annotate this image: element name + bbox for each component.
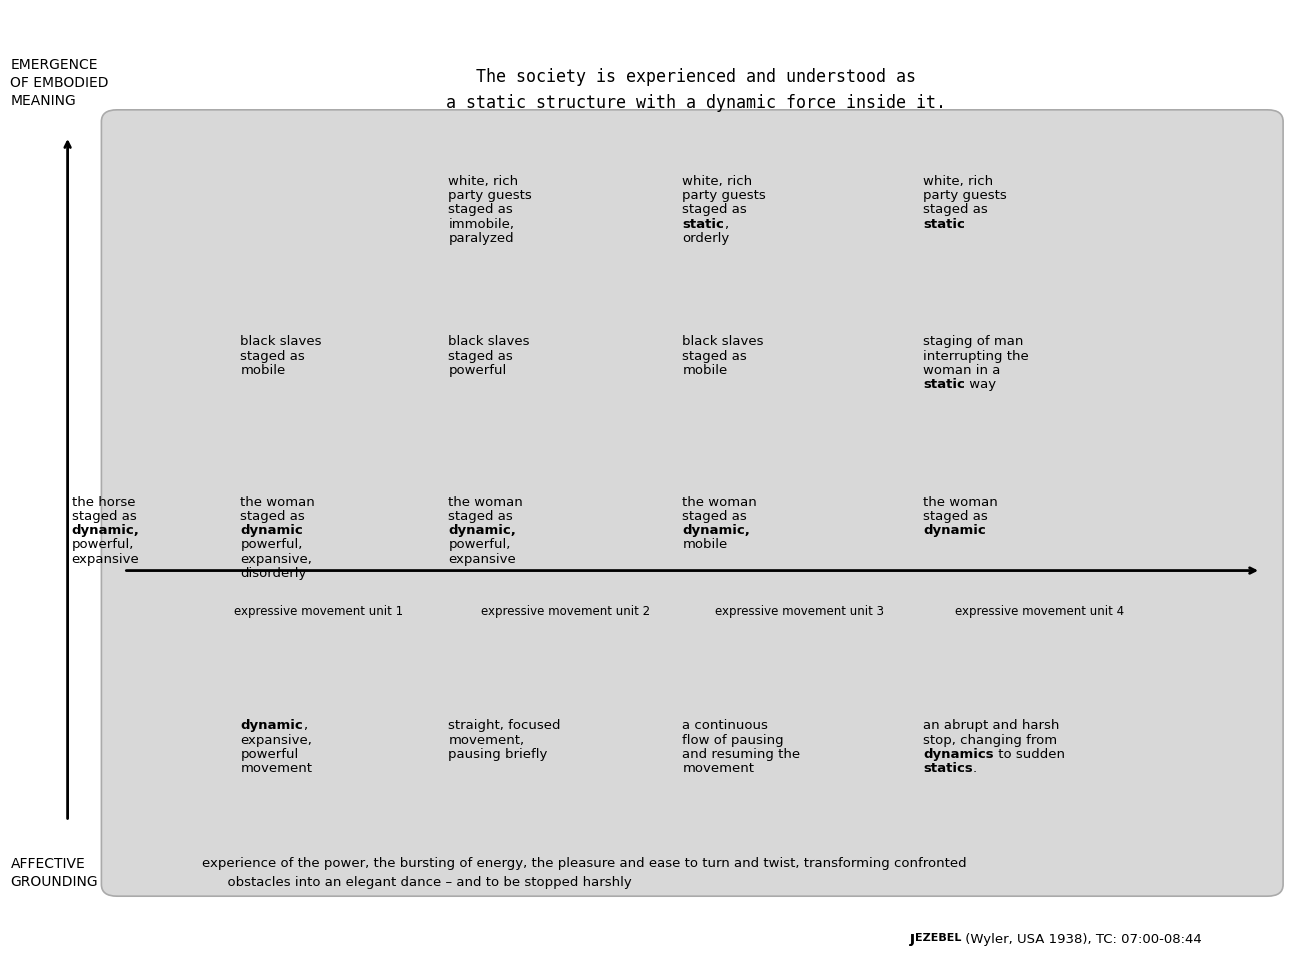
Text: straight, focused: straight, focused xyxy=(448,719,562,732)
Text: powerful,: powerful, xyxy=(72,538,134,551)
Text: dynamic,: dynamic, xyxy=(72,524,139,538)
Text: dynamic,: dynamic, xyxy=(682,524,750,538)
Text: movement: movement xyxy=(240,762,312,775)
Text: flow of pausing: flow of pausing xyxy=(682,734,784,746)
Text: the woman: the woman xyxy=(240,496,315,508)
Text: immobile,: immobile, xyxy=(448,218,515,230)
Text: staged as: staged as xyxy=(240,510,306,523)
Text: staged as: staged as xyxy=(923,510,988,523)
Text: powerful,: powerful, xyxy=(240,538,303,551)
Text: staged as: staged as xyxy=(72,510,136,523)
Text: experience of the power, the bursting of energy, the pleasure and ease to turn a: experience of the power, the bursting of… xyxy=(202,857,966,888)
Text: dynamics: dynamics xyxy=(923,747,993,761)
Text: expressive movement unit 3: expressive movement unit 3 xyxy=(715,605,884,617)
Text: AFFECTIVE
GROUNDING: AFFECTIVE GROUNDING xyxy=(10,857,98,889)
Text: dynamic: dynamic xyxy=(240,524,303,538)
Text: paralyzed: paralyzed xyxy=(448,232,514,245)
Text: staged as: staged as xyxy=(240,350,306,363)
Text: powerful: powerful xyxy=(448,364,507,377)
Text: party guests: party guests xyxy=(448,190,532,202)
Text: interrupting the: interrupting the xyxy=(923,350,1028,363)
Text: white, rich: white, rich xyxy=(682,175,753,188)
Text: to sudden: to sudden xyxy=(993,747,1065,761)
Text: the woman: the woman xyxy=(923,496,998,508)
Text: black slaves: black slaves xyxy=(682,335,764,348)
Text: J: J xyxy=(910,933,915,946)
Text: pausing briefly: pausing briefly xyxy=(448,747,547,761)
Text: expansive: expansive xyxy=(448,553,516,566)
Text: mobile: mobile xyxy=(682,364,728,377)
Text: mobile: mobile xyxy=(682,538,728,551)
Text: EMERGENCE
OF EMBODIED
MEANING: EMERGENCE OF EMBODIED MEANING xyxy=(10,58,109,108)
Text: black slaves: black slaves xyxy=(448,335,530,348)
Text: a continuous: a continuous xyxy=(682,719,768,732)
FancyBboxPatch shape xyxy=(101,110,1283,896)
Text: statics: statics xyxy=(923,762,972,775)
Text: staged as: staged as xyxy=(448,350,514,363)
Text: party guests: party guests xyxy=(923,190,1006,202)
Text: staged as: staged as xyxy=(448,510,514,523)
Text: ,: , xyxy=(303,719,307,732)
Text: woman in a: woman in a xyxy=(923,364,1001,377)
Text: dynamic,: dynamic, xyxy=(448,524,516,538)
Text: movement,: movement, xyxy=(448,734,525,746)
Text: expressive movement unit 1: expressive movement unit 1 xyxy=(234,605,403,617)
Text: static: static xyxy=(923,218,965,230)
Text: the woman: the woman xyxy=(448,496,523,508)
Text: the woman: the woman xyxy=(682,496,757,508)
Text: staged as: staged as xyxy=(682,203,747,217)
Text: .: . xyxy=(972,762,976,775)
Text: and resuming the: and resuming the xyxy=(682,747,801,761)
Text: static: static xyxy=(682,218,724,230)
Text: an abrupt and harsh: an abrupt and harsh xyxy=(923,719,1060,732)
Text: disorderly: disorderly xyxy=(240,567,307,580)
Text: powerful: powerful xyxy=(240,747,299,761)
Text: expressive movement unit 4: expressive movement unit 4 xyxy=(956,605,1124,617)
Text: staged as: staged as xyxy=(682,510,747,523)
Text: (Wyler, USA 1938), TC: 07:00-08:44: (Wyler, USA 1938), TC: 07:00-08:44 xyxy=(961,933,1202,946)
Text: black slaves: black slaves xyxy=(240,335,322,348)
Text: staged as: staged as xyxy=(682,350,747,363)
Text: expansive: expansive xyxy=(72,553,139,566)
Text: white, rich: white, rich xyxy=(448,175,519,188)
Text: staging of man: staging of man xyxy=(923,335,1023,348)
Text: expansive,: expansive, xyxy=(240,553,312,566)
Text: movement: movement xyxy=(682,762,754,775)
Text: staged as: staged as xyxy=(923,203,988,217)
Text: the horse: the horse xyxy=(72,496,135,508)
Text: orderly: orderly xyxy=(682,232,729,245)
Text: EZEBEL: EZEBEL xyxy=(915,933,961,943)
Text: dynamic: dynamic xyxy=(240,719,303,732)
Text: powerful,: powerful, xyxy=(448,538,511,551)
Text: ,: , xyxy=(724,218,728,230)
Text: stop, changing from: stop, changing from xyxy=(923,734,1057,746)
Text: way: way xyxy=(965,378,996,391)
Text: white, rich: white, rich xyxy=(923,175,993,188)
Text: expressive movement unit 2: expressive movement unit 2 xyxy=(481,605,650,617)
Text: party guests: party guests xyxy=(682,190,766,202)
Text: staged as: staged as xyxy=(448,203,514,217)
Text: mobile: mobile xyxy=(240,364,286,377)
Text: expansive,: expansive, xyxy=(240,734,312,746)
Text: static: static xyxy=(923,378,965,391)
Text: The society is experienced and understood as
a static structure with a dynamic f: The society is experienced and understoo… xyxy=(446,68,945,112)
Text: J: J xyxy=(910,933,915,946)
Text: dynamic: dynamic xyxy=(923,524,985,538)
